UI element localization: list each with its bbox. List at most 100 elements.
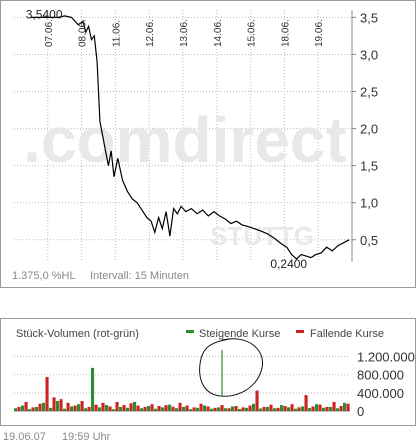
volume-bar-up (301, 406, 305, 411)
volume-bar-down (45, 376, 49, 411)
x-tick-label: 12.06. (145, 19, 156, 47)
volume-bar-down (325, 406, 329, 411)
y-tick-label: 1,0 (360, 196, 378, 211)
volume-bar-up (343, 402, 347, 411)
volume-bar-up (49, 407, 53, 411)
volume-bar-down (297, 407, 301, 411)
volume-bar-up (63, 408, 67, 411)
volume-bar-up (273, 408, 277, 411)
volume-bar-down (108, 406, 112, 411)
volume-bar-up (329, 406, 333, 411)
volume-bar-down (122, 405, 126, 411)
volume-bar-up (161, 407, 165, 411)
volume-bar-up (196, 407, 200, 411)
volume-bar-down (206, 406, 210, 411)
x-tick-label: 08.06. (78, 19, 89, 47)
watermark-brand: .comdirect (23, 104, 347, 176)
volume-bar-up (168, 404, 172, 411)
volume-bar-up (140, 408, 144, 411)
volume-bar-up (259, 408, 263, 411)
watermark-exchange: STUTTG (210, 221, 314, 251)
volume-bar-up (84, 408, 88, 411)
volume-bars (14, 367, 350, 411)
volume-bar-down (248, 405, 252, 411)
volume-bar-down (59, 399, 63, 411)
volume-bar-down (290, 404, 294, 411)
volume-bar-up (238, 408, 242, 411)
volume-bar-up (98, 407, 102, 411)
volume-bar-up (224, 408, 228, 411)
price-panel: .comdirect STUTTG 3,53,02,52,01,51,00,5 … (0, 0, 416, 288)
volume-bar-down (339, 406, 343, 411)
x-tick-label: 07.06. (44, 19, 55, 47)
volume-bar-down (346, 403, 350, 411)
legend-down-swatch (296, 330, 304, 333)
volume-y-tick-label: 0 (357, 404, 364, 419)
volume-bar-down (31, 407, 35, 411)
volume-bar-up (231, 406, 235, 411)
volume-bar-down (213, 407, 217, 411)
volume-bar-down (73, 405, 77, 411)
volume-bar-up (119, 406, 123, 411)
volume-bar-up (308, 408, 312, 411)
volume-bar-down (178, 402, 182, 411)
volume-bar-down (220, 405, 224, 411)
volume-bar-up (21, 405, 25, 411)
y-tick-label: 2,5 (360, 85, 378, 100)
volume-bar-down (38, 403, 42, 411)
y-tick-label: 2,0 (360, 122, 378, 137)
volume-bar-up (315, 404, 319, 411)
x-tick-label: 19.06. (314, 19, 325, 47)
volume-bar-down (269, 404, 273, 411)
y-tick-label: 0,5 (360, 233, 378, 248)
volume-bar-up (77, 404, 81, 411)
volume-bar-down (332, 401, 336, 411)
volume-bar-down (143, 406, 147, 411)
volume-bar-up (336, 408, 340, 411)
high-value-label: 3,5400 (26, 7, 63, 21)
volume-y-tick-label: 800.000 (357, 368, 404, 383)
volume-bar-down (283, 406, 287, 411)
volume-bar-up (42, 402, 46, 411)
volume-bar-up (14, 408, 18, 411)
volume-bar-up (126, 407, 130, 411)
legend-down-label: Fallende Kurse (310, 328, 384, 340)
volume-bar-up (252, 403, 256, 411)
volume-bar-down (52, 397, 56, 411)
y-tick-label: 3,0 (360, 47, 378, 62)
volume-bar-down (255, 390, 259, 411)
price-panel-frame (0, 0, 416, 288)
volume-bar-up (203, 405, 207, 411)
price-y-ticks: 3,5 3,0 2,5 2,0 1,5 1,0 0,5 (352, 10, 378, 248)
footer-time: 19:59 Uhr (62, 431, 111, 443)
x-tick-label: 11.06. (111, 20, 122, 47)
volume-bar-down (80, 401, 84, 411)
volume-bar-down (157, 406, 161, 411)
volume-bar-down (129, 403, 133, 411)
volume-bar-up (217, 407, 221, 411)
volume-bar-up (147, 406, 151, 411)
volume-bar-down (234, 406, 238, 411)
volume-bar-down (304, 395, 308, 411)
y-tick-label: 3,5 (360, 10, 378, 25)
volume-bar-up (175, 408, 179, 411)
volume-title: Stück-Volumen (rot-grün) (16, 328, 139, 340)
footer-date: 19.06.07 (3, 431, 46, 443)
volume-bar-down (171, 406, 175, 411)
price-annotations: 3,5400 0,2400 (26, 7, 308, 271)
volume-bar-up (133, 401, 137, 411)
volume-bar-down (227, 408, 231, 411)
volume-bar-up (294, 408, 298, 411)
volume-bar-up (56, 401, 60, 411)
volume-bar-up (105, 405, 109, 411)
volume-y-ticks: 1.200.000 800.000 400.000 0 (357, 350, 415, 419)
volume-bar-down (185, 405, 189, 411)
volume-bar-down (17, 406, 21, 411)
volume-bar-down (101, 402, 105, 411)
volume-bar-up (70, 406, 74, 411)
volume-bar-down (66, 402, 70, 411)
volume-bar-up (287, 407, 291, 411)
price-line (30, 15, 350, 260)
footer-hl-label: 1.375,0 %HL (12, 270, 76, 282)
x-tick-label: 18.06. (280, 19, 291, 47)
